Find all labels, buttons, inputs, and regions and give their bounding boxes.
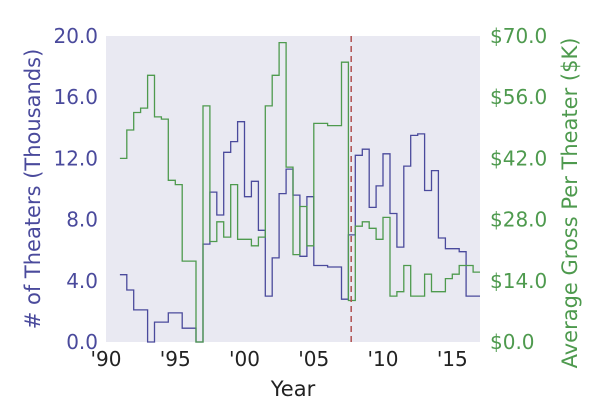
left-y-tick-label: 4.0 bbox=[66, 269, 98, 293]
x-axis-title: Year bbox=[270, 377, 316, 401]
series-line-avg_gross bbox=[119, 41, 480, 343]
x-tick-label: '05 bbox=[298, 347, 329, 371]
left-y-axis-title: # of Theaters (Thousands) bbox=[21, 49, 45, 330]
left-y-tick-label: 8.0 bbox=[66, 208, 98, 232]
series-layer bbox=[119, 41, 480, 343]
left-y-tick-label: 0.0 bbox=[66, 330, 98, 354]
left-y-tick-labels: 0.0 4.0 8.0 12.0 16.0 20.0 bbox=[53, 24, 98, 354]
x-tick-label: '10 bbox=[368, 347, 399, 371]
right-y-tick-label: $70.0 bbox=[490, 24, 547, 48]
right-y-tick-label: $42.0 bbox=[490, 146, 547, 170]
x-tick-label: '15 bbox=[437, 347, 468, 371]
left-y-tick-label: 20.0 bbox=[53, 24, 98, 48]
right-y-tick-label: $56.0 bbox=[490, 85, 547, 109]
right-y-tick-label: $28.0 bbox=[490, 208, 547, 232]
right-y-tick-label: $0.0 bbox=[490, 330, 535, 354]
left-y-tick-label: 16.0 bbox=[53, 85, 98, 109]
x-tick-label: '95 bbox=[160, 347, 191, 371]
right-y-axis-title: Average Gross Per Theater ($K) bbox=[558, 38, 582, 369]
x-tick-label: '90 bbox=[91, 347, 122, 371]
x-tick-label: '00 bbox=[229, 347, 260, 371]
right-y-tick-labels: $0.0 $14.0 $28.0 $42.0 $56.0 $70.0 bbox=[490, 24, 547, 354]
right-y-tick-label: $14.0 bbox=[490, 269, 547, 293]
left-y-tick-label: 12.0 bbox=[53, 146, 98, 170]
x-tick-labels: '90 '95 '00 '05 '10 '15 bbox=[91, 347, 468, 371]
